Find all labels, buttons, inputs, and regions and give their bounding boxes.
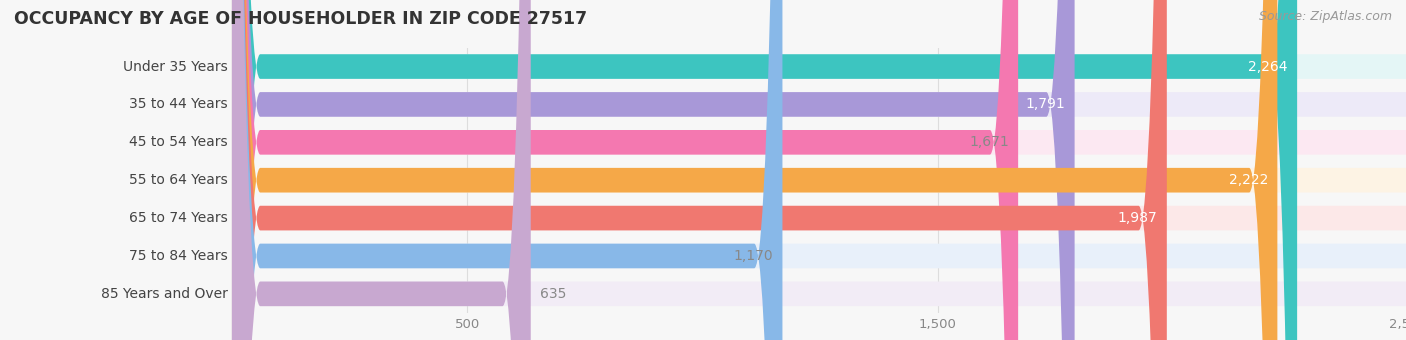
Text: Source: ZipAtlas.com: Source: ZipAtlas.com <box>1258 10 1392 23</box>
FancyBboxPatch shape <box>232 0 1406 340</box>
FancyBboxPatch shape <box>232 0 530 340</box>
Text: 75 to 84 Years: 75 to 84 Years <box>129 249 228 263</box>
FancyBboxPatch shape <box>232 0 1406 340</box>
FancyBboxPatch shape <box>232 0 1167 340</box>
Text: 35 to 44 Years: 35 to 44 Years <box>129 98 228 112</box>
Text: 2,222: 2,222 <box>1229 173 1268 187</box>
Text: 85 Years and Over: 85 Years and Over <box>101 287 228 301</box>
Text: 2,264: 2,264 <box>1249 59 1288 73</box>
Text: 55 to 64 Years: 55 to 64 Years <box>129 173 228 187</box>
Text: Under 35 Years: Under 35 Years <box>122 59 228 73</box>
Text: 1,987: 1,987 <box>1118 211 1157 225</box>
Text: 1,671: 1,671 <box>969 135 1008 149</box>
FancyBboxPatch shape <box>232 0 1018 340</box>
FancyBboxPatch shape <box>232 0 1278 340</box>
FancyBboxPatch shape <box>232 0 782 340</box>
Text: 45 to 54 Years: 45 to 54 Years <box>129 135 228 149</box>
FancyBboxPatch shape <box>232 0 1406 340</box>
FancyBboxPatch shape <box>232 0 1406 340</box>
FancyBboxPatch shape <box>232 0 1406 340</box>
Text: 635: 635 <box>540 287 567 301</box>
Text: 65 to 74 Years: 65 to 74 Years <box>129 211 228 225</box>
Text: 1,791: 1,791 <box>1025 98 1066 112</box>
FancyBboxPatch shape <box>232 0 1298 340</box>
Text: 1,170: 1,170 <box>734 249 773 263</box>
FancyBboxPatch shape <box>232 0 1406 340</box>
Text: OCCUPANCY BY AGE OF HOUSEHOLDER IN ZIP CODE 27517: OCCUPANCY BY AGE OF HOUSEHOLDER IN ZIP C… <box>14 10 588 28</box>
FancyBboxPatch shape <box>232 0 1406 340</box>
FancyBboxPatch shape <box>232 0 1074 340</box>
